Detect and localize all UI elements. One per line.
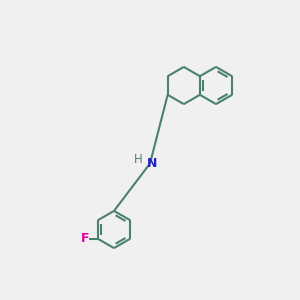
Text: N: N [147, 157, 158, 170]
Text: H: H [134, 153, 143, 167]
Text: F: F [81, 232, 89, 245]
